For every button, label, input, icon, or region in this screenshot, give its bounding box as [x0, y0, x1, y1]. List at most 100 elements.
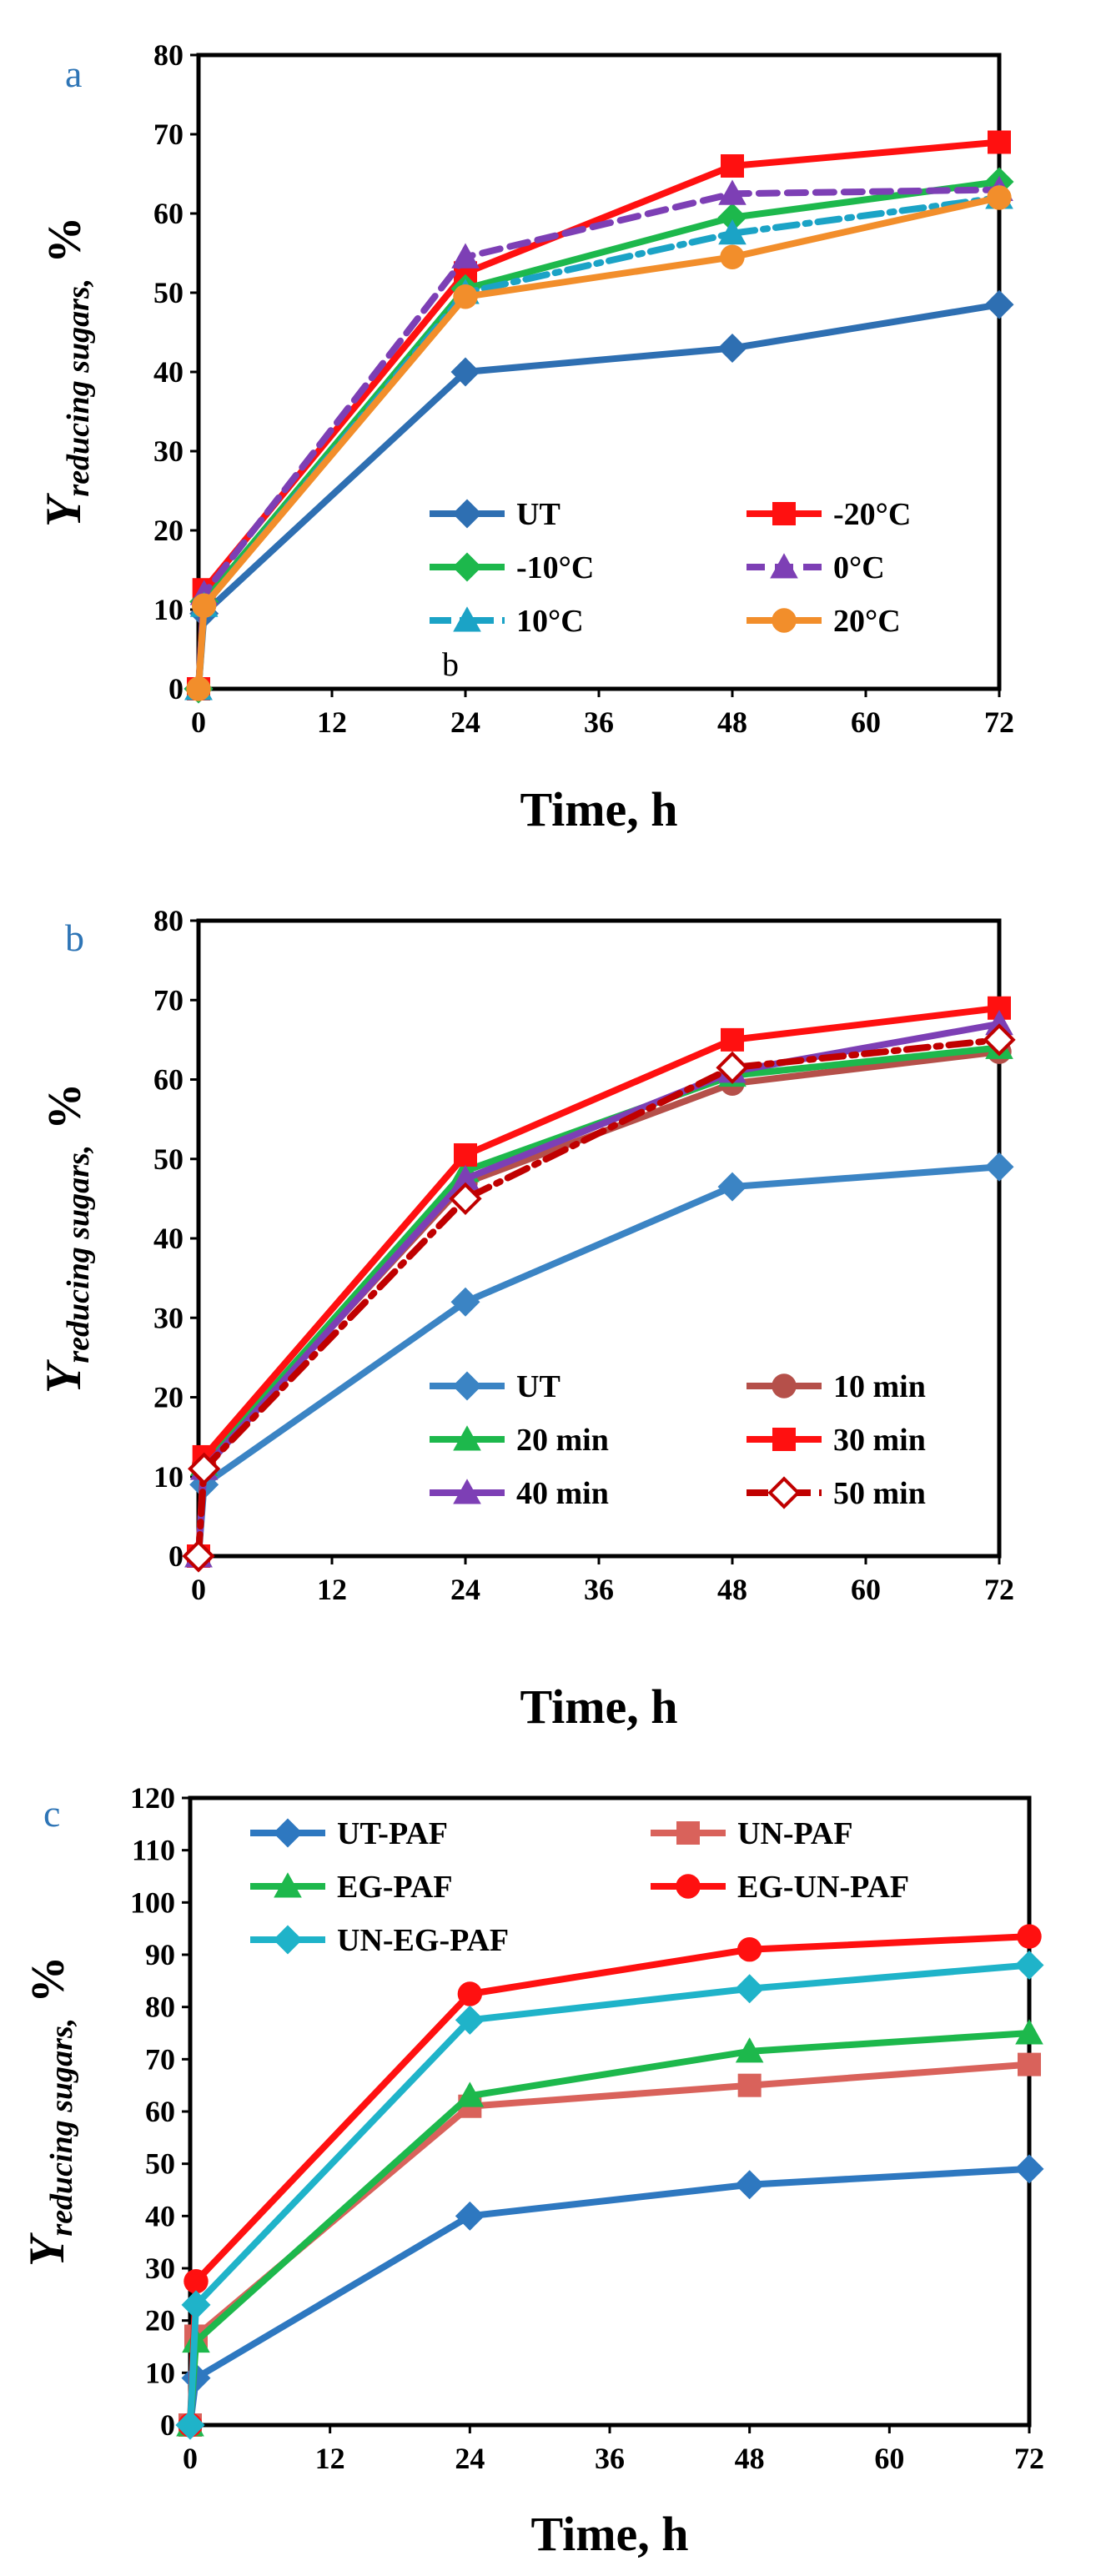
y-axis-label-unit: %: [39, 217, 91, 264]
y-tick-label: 0: [160, 2408, 175, 2442]
data-point: [1017, 1924, 1042, 1949]
legend-swatch-marker: [772, 1428, 796, 1451]
data-point: [455, 2005, 485, 2035]
y-tick-label: 20: [145, 2304, 175, 2337]
legend-label: 20 min: [516, 1423, 609, 1458]
series-50 min: [182, 1023, 1016, 1573]
y-tick-label: 60: [153, 1063, 183, 1097]
series-UN-EG-PAF: [175, 1951, 1044, 2440]
data-point: [718, 218, 747, 245]
data-point: [449, 1182, 482, 1216]
legend-swatch-marker: [273, 1925, 303, 1955]
y-tick-label: 80: [145, 1991, 175, 2024]
legend-swatch-marker: [452, 1371, 482, 1401]
legend-label: 30 min: [833, 1423, 926, 1458]
legend-swatch-marker: [453, 606, 481, 632]
legend-label: UN-EG-PAF: [337, 1923, 509, 1958]
x-tick-label: 72: [1014, 2442, 1044, 2475]
data-point: [454, 1142, 477, 1167]
x-axis-label: Time, h: [520, 1680, 677, 1734]
data-point: [717, 1172, 747, 1202]
y-tick-label: 50: [153, 276, 183, 309]
y-tick-label: 20: [153, 514, 183, 547]
data-point: [183, 2268, 209, 2294]
x-tick-label: 12: [317, 706, 347, 739]
data-point: [175, 2410, 205, 2440]
y-tick-label: 30: [145, 2252, 175, 2285]
legend-entry: 40 min: [430, 1476, 609, 1511]
y-tick-label: 50: [145, 2147, 175, 2181]
y-tick-label: 10: [145, 2356, 175, 2389]
x-tick-label: 0: [191, 706, 206, 739]
data-point: [453, 284, 478, 309]
legend-label: UN-PAF: [737, 1816, 853, 1851]
data-point: [717, 334, 747, 363]
legend-entry: 20 min: [430, 1423, 609, 1458]
y-tick-label: 120: [130, 1781, 175, 1815]
legend-entry: 50 min: [747, 1476, 926, 1511]
x-tick-label: 36: [584, 1573, 614, 1606]
y-tick-label: 100: [130, 1886, 175, 1919]
panel-letter: c: [43, 1792, 60, 1835]
legend-swatch-marker: [767, 1476, 801, 1509]
legend-label: 40 min: [516, 1476, 609, 1511]
x-tick-label: 72: [984, 1573, 1014, 1606]
y-tick-label: 40: [153, 355, 183, 389]
data-point: [736, 1937, 762, 1962]
legend-entry: -10°C: [430, 550, 594, 585]
y-tick-label: 0: [168, 672, 183, 706]
data-point: [721, 154, 744, 178]
legend-label: 50 min: [833, 1476, 926, 1511]
y-tick-label: 0: [168, 1539, 183, 1573]
legend-label: -20°C: [833, 497, 911, 532]
legend-swatch-marker: [452, 499, 482, 529]
legend-label: UT: [516, 1369, 561, 1404]
data-point: [451, 1164, 480, 1191]
y-tick-label: 90: [145, 1938, 175, 1971]
data-point: [984, 289, 1014, 319]
y-tick-label: 70: [153, 118, 183, 151]
y-tick-label: 30: [153, 434, 183, 468]
x-tick-label: 48: [717, 706, 747, 739]
y-tick-label: 40: [153, 1222, 183, 1255]
data-point: [717, 203, 747, 233]
data-point: [718, 179, 747, 205]
y-axis-label-subscript: reducing sugars: [61, 286, 96, 496]
data-point: [735, 2170, 765, 2200]
chart-panel-a: a 0 10 20 30 40 50 60 70 80 0 12 24 36 48 60 72 Time, h Yr…: [36, 38, 1014, 836]
data-point: [987, 185, 1012, 210]
y-tick-label: 70: [145, 2042, 175, 2076]
legend-label: 10 min: [833, 1369, 926, 1404]
legend-swatch-marker: [772, 502, 796, 525]
x-tick-label: 72: [984, 706, 1014, 739]
x-tick-label: 36: [584, 706, 614, 739]
legend-entry: EG-UN-PAF: [651, 1870, 909, 1905]
y-tick-label: 70: [153, 983, 183, 1017]
legend-entry: 10°C: [430, 604, 584, 639]
data-point: [735, 2037, 764, 2063]
x-tick-label: 48: [735, 2442, 765, 2475]
y-tick-label: 30: [153, 1301, 183, 1334]
x-tick-label: 0: [183, 2442, 198, 2475]
data-point: [737, 2073, 762, 2097]
data-point: [455, 2201, 485, 2231]
data-point: [451, 243, 480, 269]
x-tick-label: 36: [595, 2442, 625, 2475]
y-tick-label: 10: [153, 593, 183, 626]
data-point: [186, 676, 211, 701]
legend-label: EG-UN-PAF: [737, 1870, 909, 1905]
legend-entry: 30 min: [747, 1423, 926, 1458]
y-tick-label: 10: [153, 1460, 183, 1494]
x-tick-label: 60: [874, 2442, 904, 2475]
legend-label: UT: [516, 497, 561, 532]
data-point: [457, 1981, 483, 2006]
annotation-text: b: [442, 645, 459, 683]
x-tick-label: 12: [317, 1573, 347, 1606]
y-tick-label: 60: [153, 197, 183, 230]
legend-label: EG-PAF: [337, 1870, 453, 1905]
x-tick-label: 24: [450, 1573, 480, 1606]
series-line: [195, 1036, 1003, 1559]
panel-letter: b: [65, 916, 84, 959]
legend-swatch-marker: [274, 1872, 302, 1898]
